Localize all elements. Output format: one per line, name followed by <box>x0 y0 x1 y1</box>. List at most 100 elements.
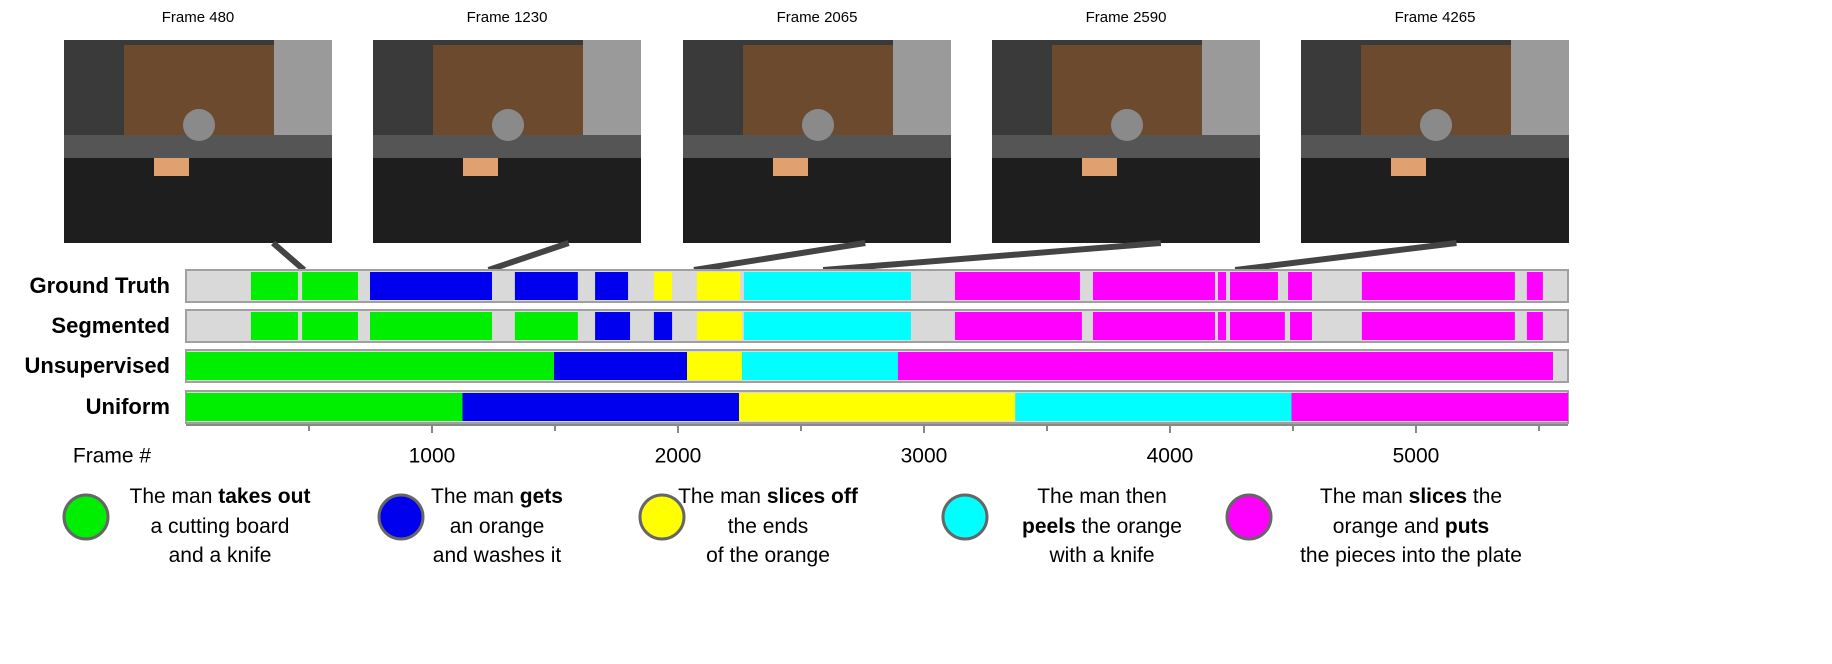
legend-run: The man <box>1320 485 1409 508</box>
frame-connector <box>487 240 570 273</box>
legend-run: puts <box>1445 515 1489 538</box>
legend-swatch <box>638 493 686 541</box>
legend-run: and a knife <box>169 544 272 567</box>
legend-run: the ends <box>728 515 809 538</box>
legend-run: The man <box>431 485 520 508</box>
frame-label: Frame 1230 <box>467 9 548 26</box>
segment <box>554 352 688 380</box>
segment <box>302 312 358 340</box>
tick-label: 2000 <box>655 445 702 468</box>
board <box>154 158 189 176</box>
frame-thumbnail <box>683 40 951 243</box>
legend-text: the ends <box>728 515 809 538</box>
legend-run: takes out <box>218 485 310 508</box>
wall <box>1202 40 1260 150</box>
tick-label: 4000 <box>1147 445 1194 468</box>
row-label: Unsupervised <box>25 353 171 378</box>
counter <box>1301 158 1569 243</box>
segment <box>250 272 298 300</box>
segment <box>1288 272 1312 300</box>
legend-run: the pieces into the plate <box>1300 544 1522 567</box>
legend-text: and washes it <box>433 544 562 567</box>
frame-thumbnail <box>992 40 1260 243</box>
segment <box>1092 272 1215 300</box>
legend-text: The man then <box>1037 485 1167 508</box>
legend-swatch <box>62 493 110 541</box>
row-label: Segmented <box>51 313 170 338</box>
wall <box>583 40 641 150</box>
legend-run: orange and <box>1333 515 1445 538</box>
segment <box>1217 272 1227 300</box>
segment <box>1217 312 1227 340</box>
person <box>802 109 834 141</box>
legend-run: the <box>1467 485 1502 508</box>
segment <box>696 272 740 300</box>
legend-run: slices off <box>767 485 859 508</box>
segment <box>1015 393 1292 421</box>
legend-run: The man <box>678 485 767 508</box>
legend-text: of the orange <box>706 544 830 567</box>
counter <box>373 158 641 243</box>
segment <box>595 312 631 340</box>
legend-run: peels <box>1022 515 1076 538</box>
legend-text: with a knife <box>1048 544 1154 567</box>
segment <box>738 393 1016 421</box>
wall <box>274 40 332 150</box>
frame-label: Frame 2065 <box>777 9 858 26</box>
row-label: Ground Truth <box>29 273 170 298</box>
segment <box>186 352 555 380</box>
legend-swatch <box>1225 493 1273 541</box>
legend-run: slices <box>1409 485 1467 508</box>
segment <box>186 393 463 421</box>
board <box>463 158 498 176</box>
segment <box>687 352 742 380</box>
legend-swatch <box>941 493 989 541</box>
segment <box>1526 272 1543 300</box>
segment <box>653 312 673 340</box>
counter <box>64 158 332 243</box>
segment <box>514 272 578 300</box>
person <box>183 109 215 141</box>
legend-run: The man then <box>1037 485 1167 508</box>
legend-run: and washes it <box>433 544 562 567</box>
segment <box>595 272 629 300</box>
person <box>1420 109 1452 141</box>
legend-swatch <box>377 493 425 541</box>
frame-thumbnail <box>373 40 641 243</box>
board <box>1082 158 1117 176</box>
frame-connector <box>271 240 307 273</box>
segment <box>1092 312 1215 340</box>
segment <box>370 272 493 300</box>
frame-label: Frame 2590 <box>1086 9 1167 26</box>
segment <box>743 272 911 300</box>
tick-label: 3000 <box>901 445 948 468</box>
counter <box>683 158 951 243</box>
legend-text: orange and puts <box>1333 515 1489 538</box>
segment <box>1290 312 1312 340</box>
segment <box>954 312 1082 340</box>
legend-text: The man takes out <box>130 485 311 508</box>
frame-label: Frame 4265 <box>1395 9 1476 26</box>
legend-text: a cutting board <box>151 515 290 538</box>
segment <box>1361 272 1515 300</box>
segment <box>1291 393 1568 421</box>
frame-connector <box>693 240 866 273</box>
segment <box>514 312 578 340</box>
legend-run: gets <box>520 485 563 508</box>
tick-label: 5000 <box>1393 445 1440 468</box>
board <box>1391 158 1426 176</box>
person <box>492 109 524 141</box>
legend-text: The man gets <box>431 485 563 508</box>
segment <box>741 352 898 380</box>
frame-thumbnail <box>1301 40 1569 243</box>
person <box>1111 109 1143 141</box>
segment <box>370 312 493 340</box>
frame-thumbnail <box>64 40 332 243</box>
axis-label: Frame # <box>73 445 152 468</box>
legend-run: an orange <box>450 515 545 538</box>
legend-run: of the orange <box>706 544 830 567</box>
segment <box>897 352 1553 380</box>
segment <box>743 312 911 340</box>
segment <box>1230 272 1278 300</box>
